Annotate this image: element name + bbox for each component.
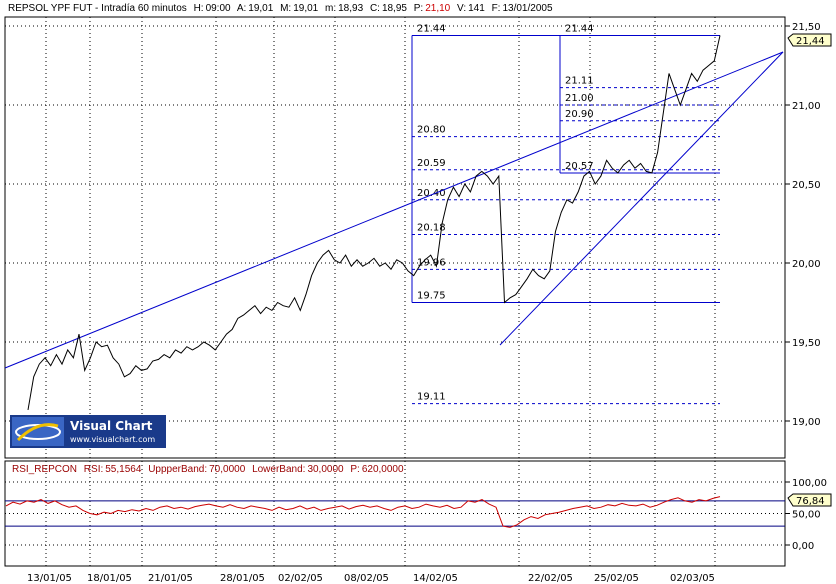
fib-level-label: 19.75 [417,291,446,302]
rsi-y-tick-label: 0,00 [792,541,814,552]
x-tick-label: 14/02/05 [413,573,458,584]
fib-level-label: 21.11 [565,76,594,87]
y-tick-label: 20,50 [792,180,821,191]
fib-level-label: 20.18 [417,223,446,234]
fibonacci-boxes [411,34,720,303]
x-tick-label: 08/02/05 [344,573,389,584]
support-trend-line [499,51,784,346]
chart-header: REPSOL YPF FUT - Intradía 60 minutos H: 0… [8,3,553,14]
y-tick-label: 19,50 [792,338,821,349]
fib-level-label: 21.44 [417,23,446,34]
x-tick-label: 02/03/05 [670,573,715,584]
logo-title: Visual Chart [70,419,153,433]
fibonacci-levels: 21.44 21.44 21.11 21.00 20.90 20.80 20.59 20.57… [412,23,720,405]
rsi-axis-labels: 100,00 50,00 0,00 [785,478,827,552]
fib-level-label: 19.11 [417,392,446,403]
rsi-header: RSI_REPCON RSI: 55,1564 UppperBand: 70,000… [12,464,404,475]
visual-chart-logo: Visual Chart www.visualchart.com [10,415,166,448]
last-price-value: 21,44 [796,36,825,47]
fib-level-label: 21.44 [565,23,594,34]
fib-level-label: 20.57 [565,161,594,172]
x-tick-label: 02/02/05 [278,573,323,584]
fib-level-label: 20.40 [417,188,446,199]
x-tick-label: 13/01/05 [27,573,72,584]
logo-url: www.visualchart.com [70,435,155,444]
rsi-badge-value: 76,84 [796,496,825,507]
last-price-badge: 21,44 [787,33,832,47]
date-axis-labels: 13/01/05 18/01/05 21/01/05 28/01/05 02/02/05… [27,573,715,584]
price-line [27,35,721,410]
y-tick-label: 21,50 [792,22,821,33]
rsi-y-tick-label: 50,00 [792,510,821,521]
rsi-y-tick-label: 100,00 [792,478,827,489]
fib-level-label: 20.59 [417,158,446,169]
fib-level-label: 20.90 [565,109,594,120]
x-grid [45,17,716,458]
x-tick-label: 18/01/05 [87,573,132,584]
rsi-bands [5,500,785,527]
y-tick-label: 19,00 [792,417,821,428]
price-axis-labels: 21,50 21,00 20,50 20,00 19,50 19,00 [785,22,821,428]
x-tick-label: 21/01/05 [148,573,193,584]
fib-level-label: 19.96 [417,257,446,268]
upper-trend-line [4,51,784,369]
x-tick-label: 25/02/05 [594,573,639,584]
trend-lines [4,51,784,369]
instrument-name: REPSOL YPF FUT - Intradía 60 minutos [8,3,187,14]
y-tick-label: 21,00 [792,101,821,112]
fib-level-label: 21.00 [565,93,594,104]
fib-level-label: 20.80 [417,125,446,136]
rsi-value-badge: 76,84 [787,493,832,507]
x-tick-label: 28/01/05 [220,573,265,584]
rsi-line [5,496,721,528]
x-tick-label: 22/02/05 [528,573,573,584]
y-tick-label: 20,00 [792,259,821,270]
